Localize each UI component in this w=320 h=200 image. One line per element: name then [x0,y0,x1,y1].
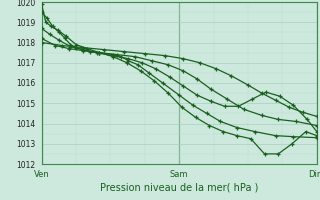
X-axis label: Pression niveau de la mer( hPa ): Pression niveau de la mer( hPa ) [100,182,258,192]
